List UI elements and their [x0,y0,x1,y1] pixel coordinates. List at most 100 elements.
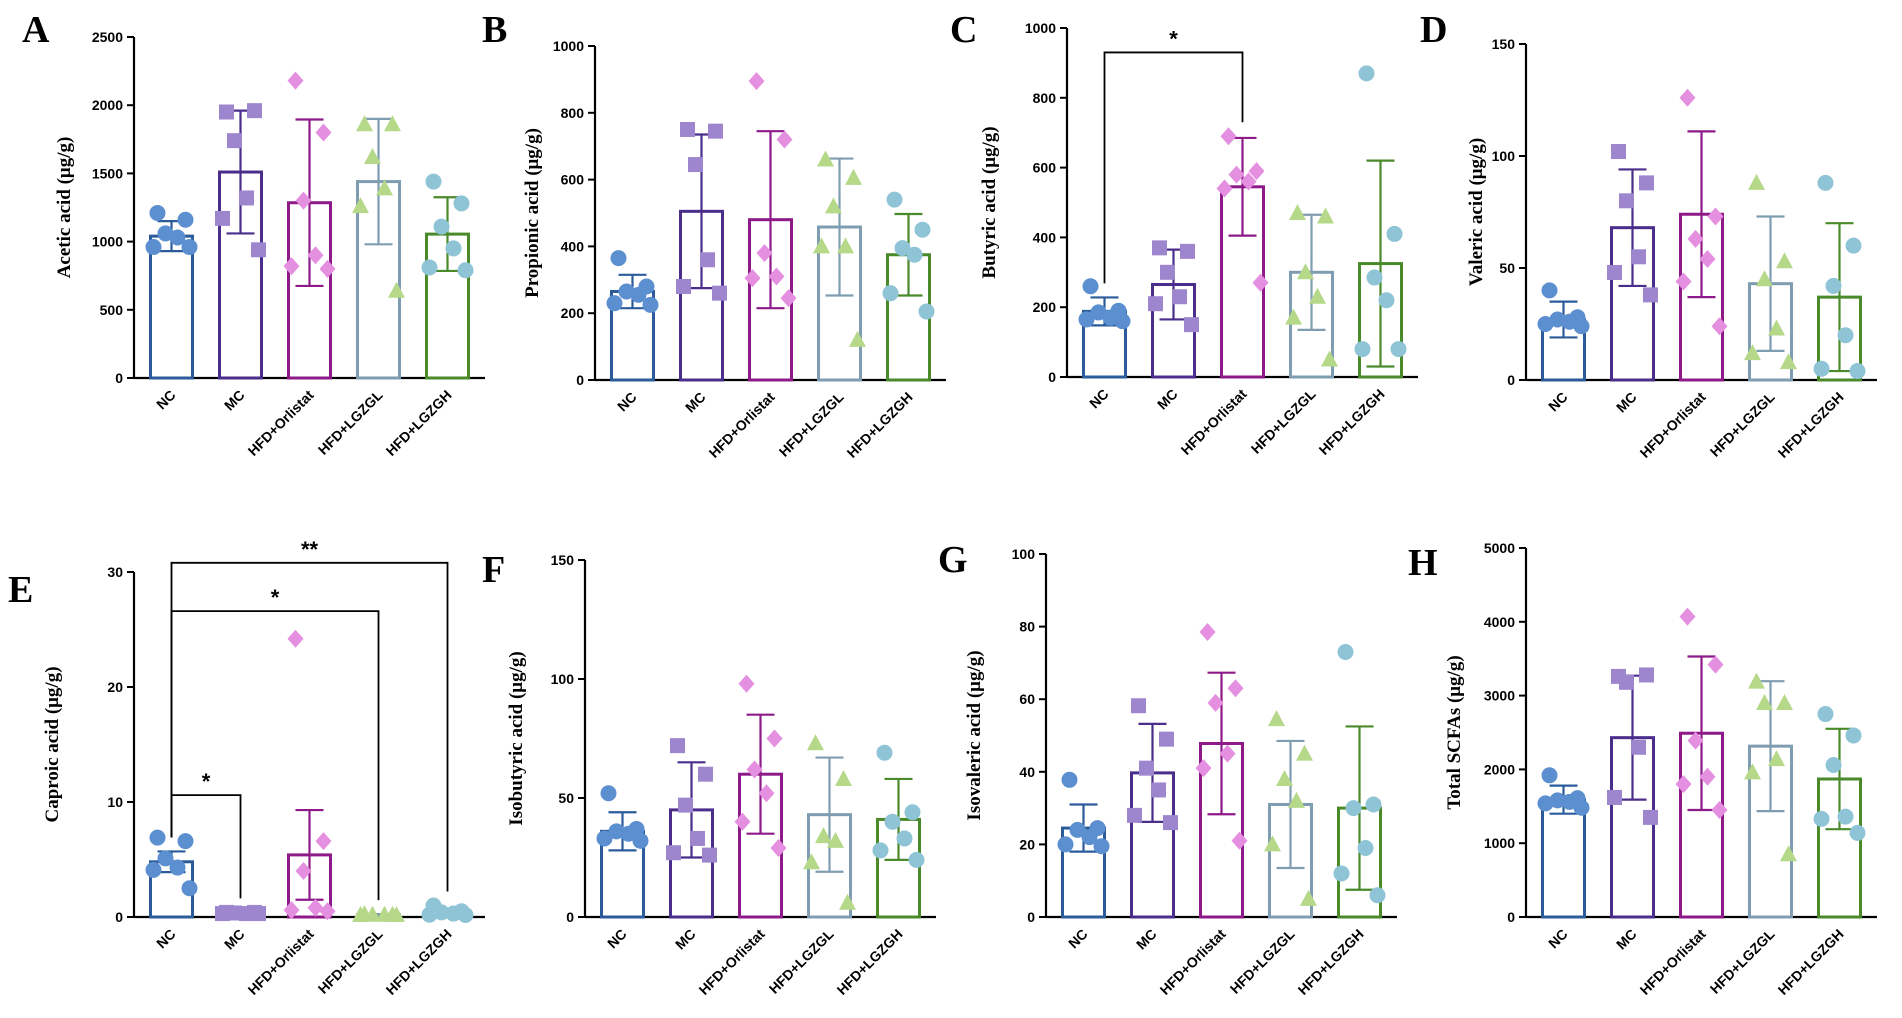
data-point [1216,179,1233,198]
data-point [1687,731,1704,750]
data-point [157,225,174,242]
data-point [1252,273,1269,292]
data-point [1607,789,1622,805]
panel-letter: G [938,539,968,581]
y-tick-label: 30 [107,564,123,580]
data-point [1849,824,1866,841]
x-tick-label: NC [1065,926,1091,952]
data-point [1707,655,1724,674]
significance-label: * [202,769,211,794]
panel-letter: B [482,9,507,51]
x-tick-label: MC [221,387,248,414]
data-point [307,898,324,917]
data-point [700,252,715,268]
data-point [1643,809,1658,825]
data-point [1699,250,1716,269]
data-point [1813,810,1830,827]
y-tick-label: 0 [1027,909,1035,925]
x-tick-label: HFD+Orlistat [1637,389,1709,461]
data-point [908,851,925,868]
data-point [433,218,450,235]
x-tick-label: HFD+LGZGL [315,386,386,457]
data-point [1386,225,1403,242]
data-point [1114,313,1131,330]
data-point [287,71,304,90]
data-point [1549,311,1566,328]
y-tick-label: 600 [1033,160,1057,176]
data-point [1231,831,1248,850]
data-point [1219,744,1236,763]
data-point [770,838,787,857]
x-tick-label: NC [153,926,179,952]
data-point [1679,607,1696,626]
y-tick-label: 20 [107,679,123,695]
data-point [1160,264,1175,280]
data-point [596,830,613,847]
data-point [421,259,438,276]
x-tick-label: HFD+LGZGL [1248,385,1319,456]
data-point [1082,278,1099,295]
panel-letter: A [22,9,50,51]
data-point [145,861,162,878]
data-point [1268,710,1285,727]
data-point [884,813,901,830]
data-point [215,210,230,226]
data-point [758,784,775,803]
x-tick-label: HFD+LGZGL [315,925,386,996]
data-point [835,769,852,786]
data-point [1227,679,1244,698]
data-point [219,104,234,120]
x-tick-label: HFD+LGZGH [844,389,916,461]
y-tick-label: 40 [1019,764,1035,780]
data-point [670,738,685,754]
data-point [827,831,844,848]
x-tick-label: HFD+LGZGH [1295,926,1367,998]
panel-letter: H [1408,542,1438,584]
x-tick-label: MC [1613,389,1640,416]
data-point [698,766,713,782]
data-point [600,785,617,802]
y-tick-label: 50 [1499,260,1515,276]
data-point [239,190,254,206]
data-point [1151,782,1166,798]
data-point [1611,144,1626,160]
data-point [642,296,659,313]
data-point [1768,750,1785,767]
data-point [914,221,931,238]
significance-label: * [1169,26,1178,51]
x-tick-label: HFD+LGZGH [1316,386,1388,458]
data-point [1159,731,1174,747]
data-point [283,257,300,276]
data-point [1297,263,1314,280]
data-point [882,285,899,302]
data-point [251,906,266,922]
x-tick-label: NC [1086,386,1112,412]
data-point [676,278,691,294]
data-point [1300,889,1317,906]
data-point [1780,845,1797,862]
data-point [825,197,842,214]
data-point [433,904,450,921]
data-point [453,195,470,212]
data-point [1849,363,1866,380]
data-point [702,847,717,863]
x-tick-label: MC [672,926,699,953]
data-point [1321,350,1338,367]
data-point [688,157,703,173]
y-tick-label: 5000 [1484,540,1515,556]
data-point [1825,277,1842,294]
data-point [1561,313,1578,330]
data-point [1711,317,1728,336]
data-point [1707,207,1724,226]
data-point [319,259,336,278]
x-tick-label: HFD+Orlistat [1637,926,1709,998]
data-point [1675,272,1692,291]
significance-label: ** [301,537,319,562]
data-point [906,246,923,263]
x-tick-label: HFD+Orlistat [1178,386,1250,458]
data-point [1102,309,1119,326]
data-point [1573,318,1590,335]
x-tick-label: MC [682,389,709,416]
x-tick-label: HFD+LGZGL [766,925,837,996]
